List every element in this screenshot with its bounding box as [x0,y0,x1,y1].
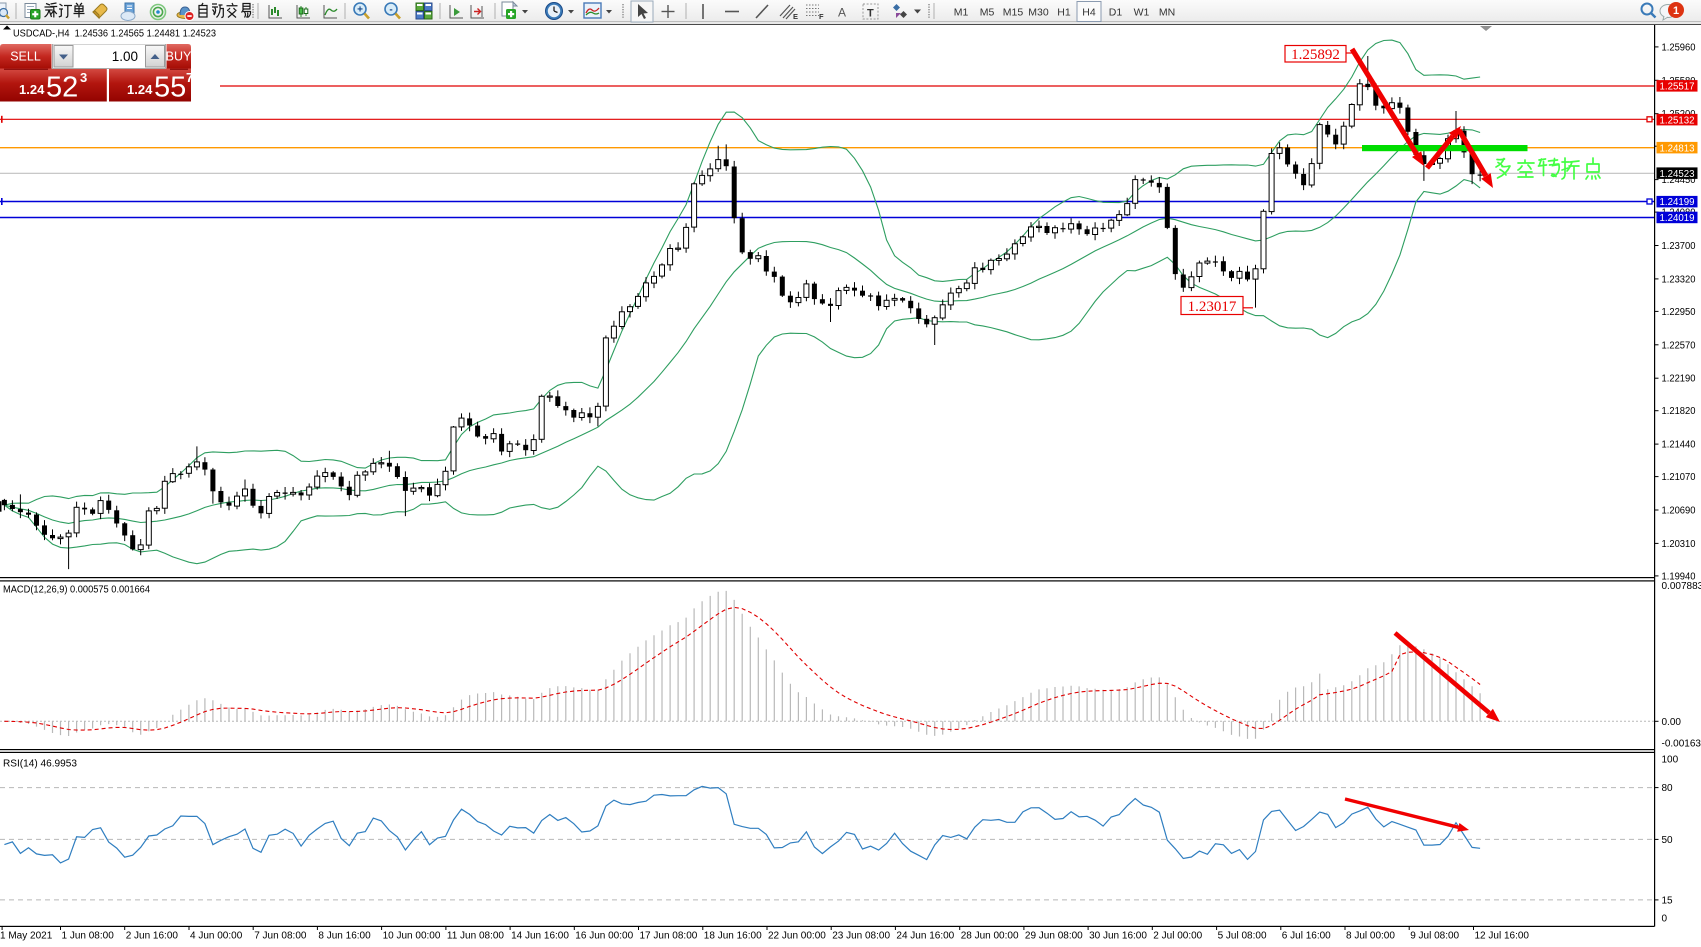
svg-text:1.25517: 1.25517 [1660,81,1695,92]
svg-text:RSI(14) 46.9953: RSI(14) 46.9953 [3,759,77,770]
svg-text:9 Jul 08:00: 9 Jul 08:00 [1410,931,1459,942]
svg-text:17 Jun 08:00: 17 Jun 08:00 [640,931,698,942]
svg-text:MN: MN [1159,7,1175,19]
svg-text:H4: H4 [1082,7,1096,19]
svg-text:0: 0 [1662,914,1668,925]
svg-text:1.00: 1.00 [112,49,138,64]
svg-text:F: F [819,12,824,21]
svg-text:W1: W1 [1134,7,1150,19]
svg-text:1.24523: 1.24523 [1660,169,1695,180]
svg-text:M15: M15 [1003,7,1024,19]
svg-text:6 Jul 16:00: 6 Jul 16:00 [1282,931,1331,942]
svg-text:1.23017: 1.23017 [1188,299,1237,315]
svg-text:1.25960: 1.25960 [1662,42,1696,53]
svg-text:7 Jun 08:00: 7 Jun 08:00 [254,931,307,942]
svg-text:M1: M1 [954,7,969,19]
svg-text:2 Jun 16:00: 2 Jun 16:00 [126,931,179,942]
svg-text:52: 52 [46,72,78,103]
svg-text:1.24: 1.24 [127,82,153,97]
svg-text:28 Jun 00:00: 28 Jun 00:00 [961,931,1019,942]
svg-text:18 Jun 16:00: 18 Jun 16:00 [704,931,762,942]
svg-text:1.21820: 1.21820 [1662,406,1696,417]
svg-text:H1: H1 [1057,7,1071,19]
svg-text:USDCAD-,H4 1.24536 1.24565 1.: USDCAD-,H4 1.24536 1.24565 1.24481 1.245… [13,28,216,40]
svg-text:0.00: 0.00 [1662,717,1682,728]
svg-text:1.25892: 1.25892 [1291,47,1340,63]
svg-text:1.23700: 1.23700 [1662,241,1696,252]
svg-text:55: 55 [154,72,186,103]
svg-text:22 Jun 00:00: 22 Jun 00:00 [768,931,826,942]
svg-text:1.24019: 1.24019 [1660,213,1695,224]
svg-text:1.24813: 1.24813 [1660,143,1695,154]
svg-text:50: 50 [1662,835,1674,846]
svg-text:1.22950: 1.22950 [1662,307,1696,318]
svg-text:D1: D1 [1109,7,1123,19]
svg-text:1.23320: 1.23320 [1662,274,1696,285]
svg-text:11 Jun 08:00: 11 Jun 08:00 [447,931,505,942]
svg-text:A: A [838,6,846,20]
svg-text:15: 15 [1662,895,1674,906]
svg-text:BUY: BUY [166,50,192,64]
svg-text:+: + [357,4,363,15]
svg-text:1.22570: 1.22570 [1662,340,1696,351]
svg-text:-: - [389,4,392,15]
svg-text:M30: M30 [1028,7,1049,19]
svg-text:1.20310: 1.20310 [1662,539,1696,550]
svg-text:100: 100 [1662,755,1679,766]
svg-text:1: 1 [1673,5,1679,17]
svg-text:23 Jun 08:00: 23 Jun 08:00 [832,931,890,942]
svg-text:30 Jun 16:00: 30 Jun 16:00 [1089,931,1147,942]
svg-text:1.21070: 1.21070 [1662,472,1696,483]
svg-text:80: 80 [1662,783,1674,794]
svg-text:24 Jun 16:00: 24 Jun 16:00 [896,931,954,942]
svg-text:14 Jun 16:00: 14 Jun 16:00 [511,931,569,942]
svg-text:1.24: 1.24 [19,82,45,97]
svg-text:1.19940: 1.19940 [1662,571,1696,582]
svg-text:2 Jul 00:00: 2 Jul 00:00 [1153,931,1202,942]
svg-text:7: 7 [186,70,193,85]
svg-text:1.21440: 1.21440 [1662,440,1696,451]
svg-text:1.24199: 1.24199 [1660,197,1695,208]
svg-text:1.24450: 1.24450 [1662,175,1696,186]
svg-text:12 Jul 16:00: 12 Jul 16:00 [1475,931,1530,942]
svg-text:5 Jul 08:00: 5 Jul 08:00 [1218,931,1267,942]
svg-text:29 Jun 08:00: 29 Jun 08:00 [1025,931,1083,942]
svg-text:T: T [867,8,874,20]
svg-text:SELL: SELL [10,50,41,64]
svg-text:3: 3 [80,70,87,85]
svg-text:1 May 2021: 1 May 2021 [0,931,53,942]
svg-text:10 Jun 00:00: 10 Jun 00:00 [383,931,441,942]
svg-text:4 Jun 00:00: 4 Jun 00:00 [190,931,243,942]
svg-text:16 Jun 00:00: 16 Jun 00:00 [575,931,633,942]
svg-text:1.25132: 1.25132 [1660,115,1695,126]
svg-text:1.22190: 1.22190 [1662,374,1696,385]
svg-text:8 Jul 00:00: 8 Jul 00:00 [1346,931,1395,942]
svg-text:8 Jun 16:00: 8 Jun 16:00 [318,931,371,942]
svg-text:MACD(12,26,9) 0.000575 0.00166: MACD(12,26,9) 0.000575 0.001664 [3,585,150,596]
svg-text:E: E [793,12,798,21]
svg-text:1.20690: 1.20690 [1662,506,1696,517]
svg-text:0.007883: 0.007883 [1662,581,1701,592]
svg-text:M5: M5 [980,7,995,19]
svg-text:1 Jun 08:00: 1 Jun 08:00 [62,931,115,942]
svg-text:-0.001638: -0.001638 [1662,739,1701,750]
